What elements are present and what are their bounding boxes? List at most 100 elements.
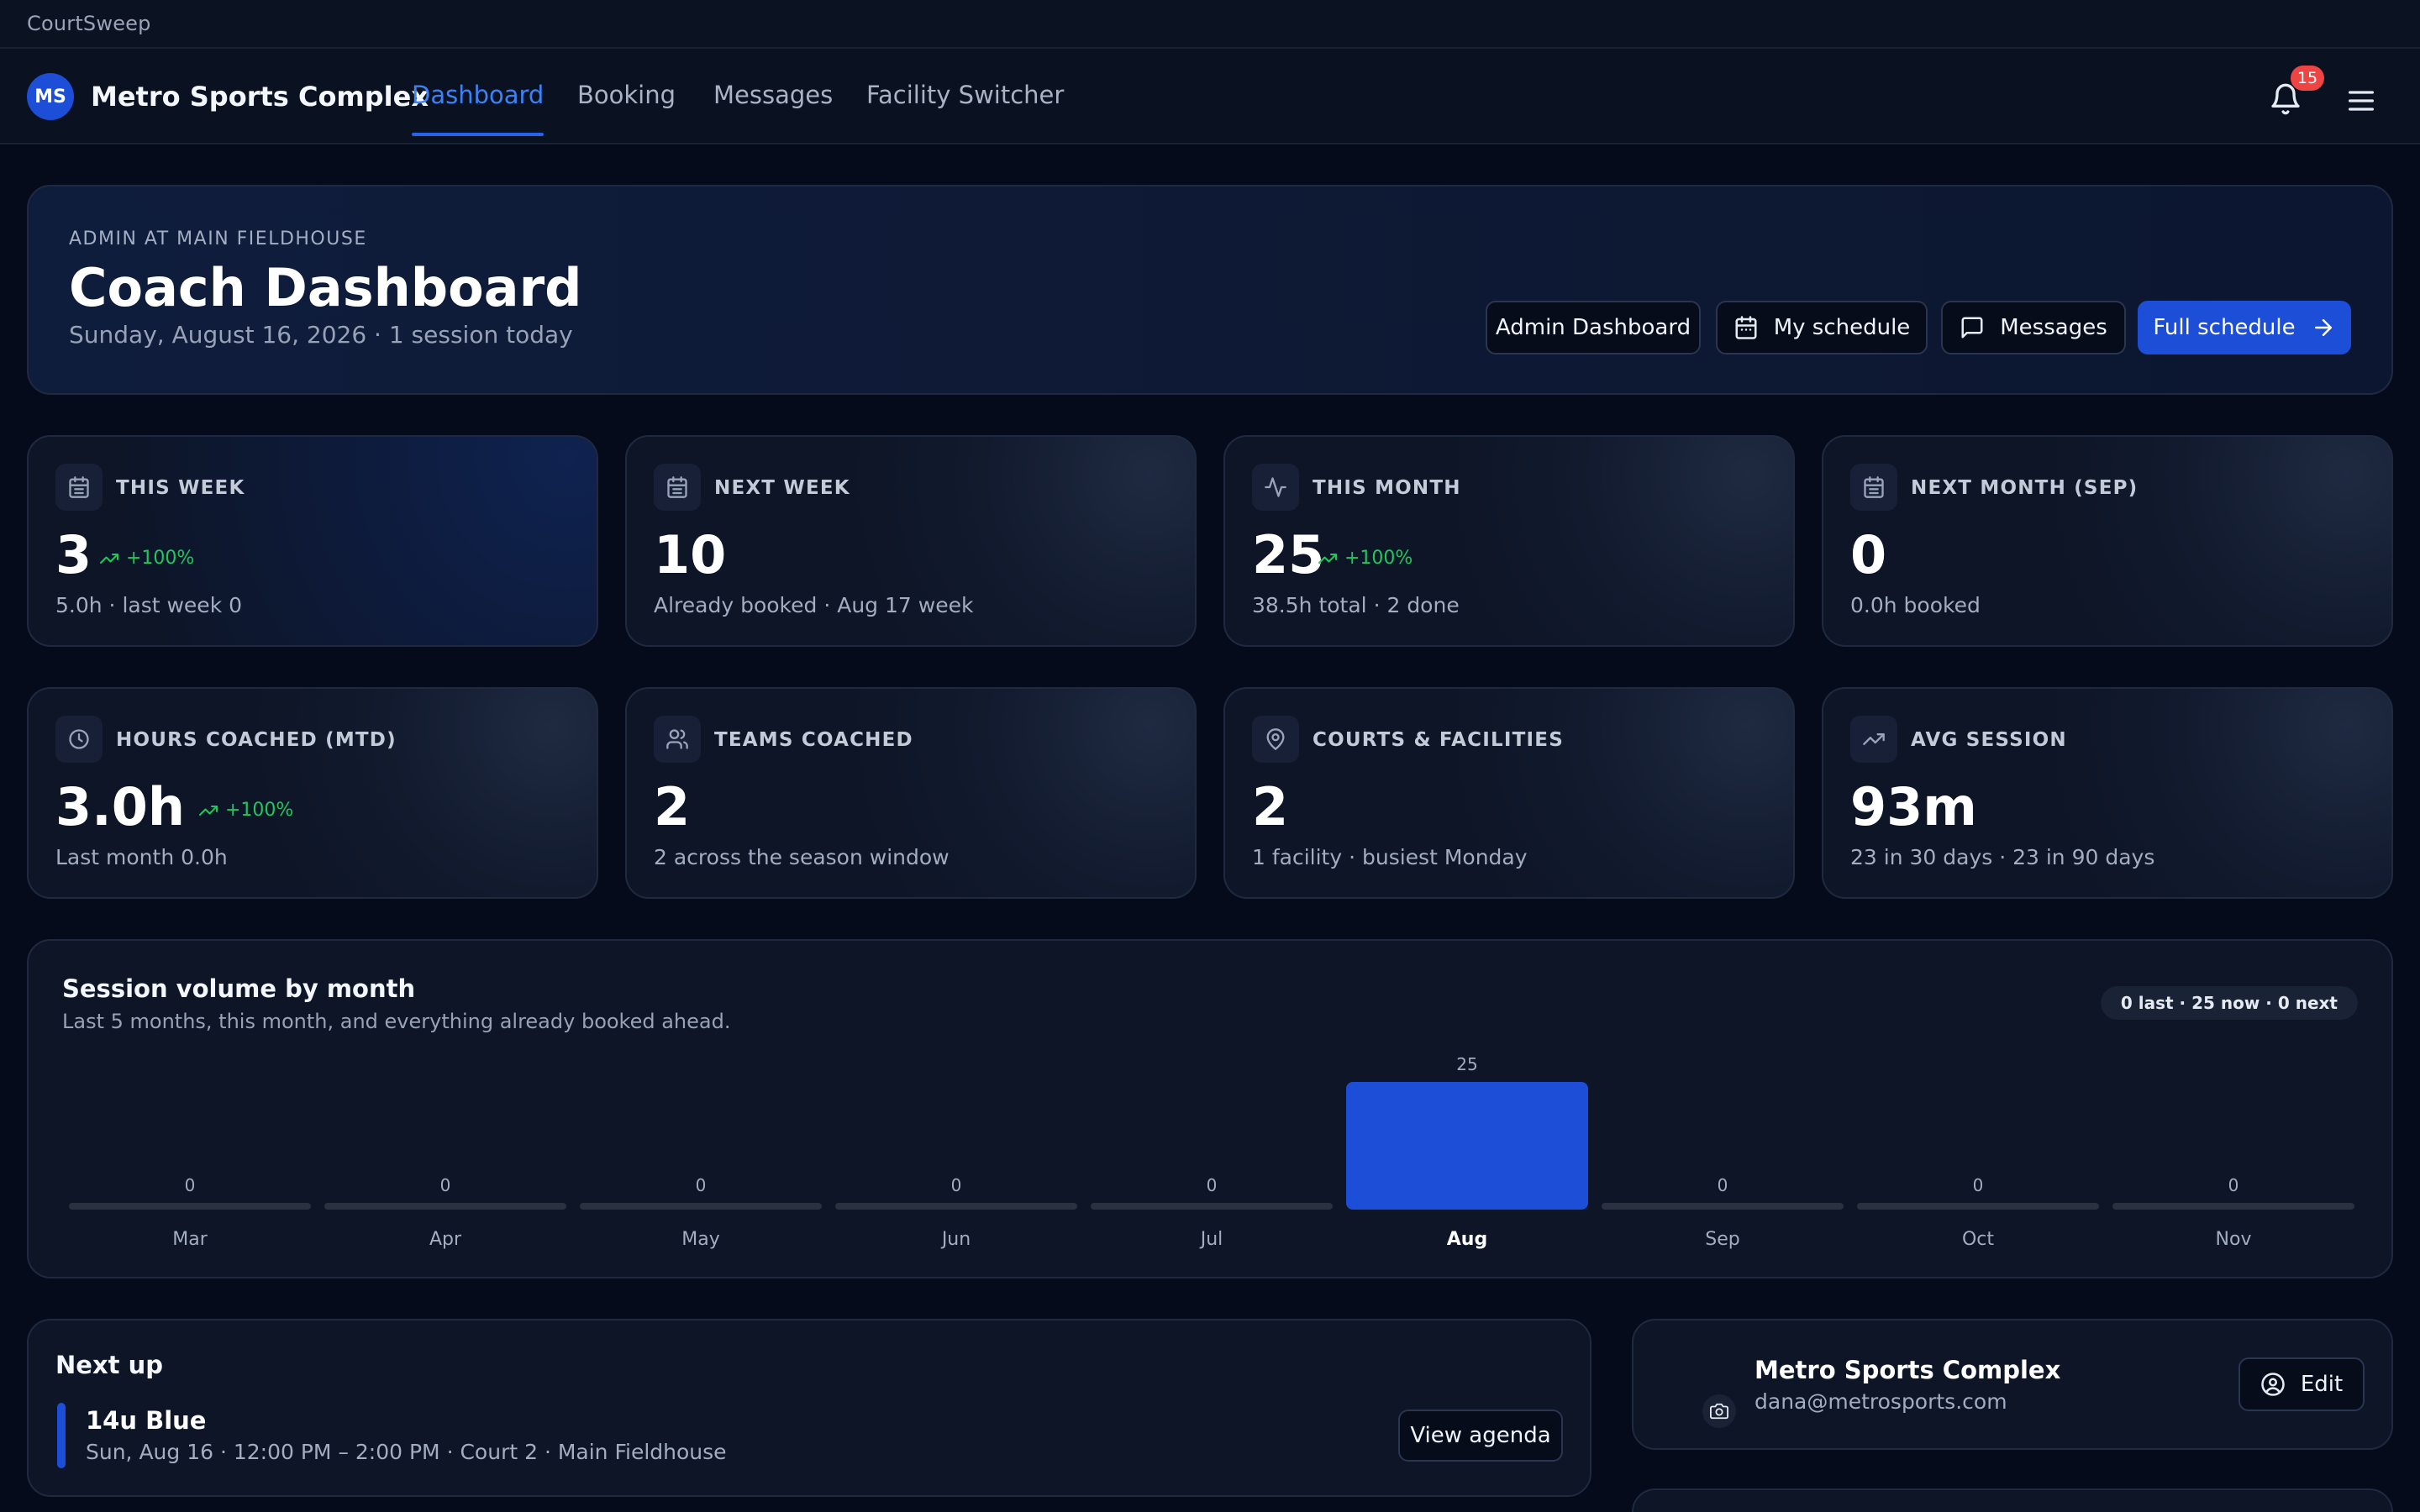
profile-email: dana@metrosports.com (1754, 1389, 2007, 1414)
stat-value: 2 (1252, 776, 1289, 837)
x-tick-label: May (681, 1229, 719, 1250)
view-agenda-label: View agenda (1410, 1423, 1551, 1448)
stat-card-next-week: NEXT WEEK 10 Already booked · Aug 17 wee… (625, 435, 1197, 647)
stat-label: AVG SESSION (1911, 729, 2067, 751)
role-eyebrow: ADMIN AT MAIN FIELDHOUSE (69, 228, 367, 249)
notification-badge: 15 (2291, 66, 2324, 91)
top-nav: MS Metro Sports Complex Dashboard Bookin… (0, 49, 2420, 144)
calendar-icon (1850, 464, 1897, 511)
bar-value-label: 0 (1207, 1175, 1218, 1195)
avatar[interactable]: MS (27, 73, 74, 120)
stat-delta-text: +100% (126, 548, 195, 569)
bar-jun (835, 1203, 1077, 1210)
chart-subtitle: Last 5 months, this month, and everythin… (62, 1010, 731, 1033)
session-color-stripe (57, 1403, 66, 1468)
calendar-icon (1733, 315, 1759, 340)
chart-summary-pill: 0 last · 25 now · 0 next (2100, 986, 2358, 1020)
bar-value-label: 0 (1718, 1175, 1728, 1195)
tab-booking[interactable]: Booking (577, 81, 676, 109)
app-title-bar: CourtSweep (0, 0, 2420, 49)
stat-value: 93m (1850, 776, 1977, 837)
x-tick-label: Nov (2216, 1229, 2252, 1250)
tab-dashboard[interactable]: Dashboard (412, 81, 544, 144)
stat-value: 25 (1252, 524, 1325, 585)
profile-name: Metro Sports Complex (1754, 1356, 2061, 1384)
activity-icon (1252, 464, 1299, 511)
messages-button[interactable]: Messages (1941, 301, 2126, 354)
bar-oct (1857, 1203, 2099, 1210)
calendar-icon (55, 464, 103, 511)
x-tick-label: Aug (1447, 1229, 1487, 1250)
stat-card-teams-coached: TEAMS COACHED 2 2 across the season wind… (625, 687, 1197, 899)
stat-note: Already booked · Aug 17 week (654, 593, 974, 617)
bar-sep (1602, 1203, 1844, 1210)
x-tick-label: Apr (429, 1229, 462, 1250)
stat-note: Last month 0.0h (55, 845, 228, 869)
stat-card-next-month: NEXT MONTH (SEP) 0 0.0h booked (1822, 435, 2393, 647)
stat-note: 5.0h · last week 0 (55, 593, 243, 617)
trending-up-icon (198, 801, 218, 821)
admin-dashboard-label: Admin Dashboard (1495, 315, 1691, 340)
next-up-card: Next up 14u Blue Sun, Aug 16 · 12:00 PM … (27, 1319, 1591, 1497)
bar-value-label: 0 (185, 1175, 196, 1195)
my-schedule-button[interactable]: My schedule (1716, 301, 1928, 354)
trending-up-icon (99, 549, 119, 569)
stat-value: 10 (654, 524, 727, 585)
stat-value: 2 (654, 776, 691, 837)
next-up-title: Next up (55, 1351, 164, 1379)
arrow-right-icon (2311, 315, 2336, 340)
user-circle-icon (2260, 1372, 2286, 1397)
stat-note: 0.0h booked (1850, 593, 1981, 617)
stat-card-this-week: THIS WEEK 3 +100% 5.0h · last week 0 (27, 435, 598, 647)
stat-card-hours-coached: HOURS COACHED (MTD) 3.0h +100% Last mont… (27, 687, 598, 899)
stat-label: HOURS COACHED (MTD) (116, 729, 397, 751)
stat-note: 1 facility · busiest Monday (1252, 845, 1528, 869)
chart-title: Session volume by month (62, 974, 416, 1003)
edit-profile-button[interactable]: Edit (2238, 1357, 2365, 1411)
x-tick-label: Oct (1962, 1229, 1994, 1250)
bar-value-label: 0 (440, 1175, 451, 1195)
bar-aug (1346, 1082, 1588, 1210)
messages-label: Messages (2000, 315, 2107, 340)
stat-delta-text: +100% (225, 800, 294, 821)
trending-up-icon (1318, 549, 1338, 569)
bar-value-label: 25 (1456, 1054, 1477, 1074)
stat-delta: +100% (198, 800, 293, 821)
bar-nov (2112, 1203, 2354, 1210)
camera-icon[interactable] (1702, 1394, 1736, 1428)
next-card-partial (1632, 1488, 2393, 1512)
my-schedule-label: My schedule (1773, 315, 1911, 340)
users-icon (654, 716, 701, 763)
bar-value-label: 0 (2228, 1175, 2239, 1195)
session-volume-chart: Session volume by month Last 5 months, t… (27, 939, 2393, 1278)
bar-value-label: 0 (696, 1175, 707, 1195)
admin-dashboard-button[interactable]: Admin Dashboard (1486, 301, 1701, 354)
clock-icon (55, 716, 103, 763)
calendar-icon (654, 464, 701, 511)
message-square-icon (1960, 315, 1985, 340)
stat-delta-text: +100% (1344, 548, 1413, 569)
bell-icon[interactable] (2269, 82, 2302, 116)
stat-note: 38.5h total · 2 done (1252, 593, 1460, 617)
hamburger-menu-icon[interactable] (2344, 84, 2378, 118)
bar-mar (69, 1203, 311, 1210)
tab-facility-switcher[interactable]: Facility Switcher (866, 81, 1065, 109)
bar-jul (1091, 1203, 1333, 1210)
full-schedule-label: Full schedule (2153, 315, 2296, 340)
view-agenda-button[interactable]: View agenda (1398, 1410, 1563, 1462)
bar-apr (324, 1203, 566, 1210)
stat-card-this-month: THIS MONTH 25 +100% 38.5h total · 2 done (1223, 435, 1795, 647)
stat-value: 3 (55, 524, 92, 585)
org-name: Metro Sports Complex (91, 81, 429, 113)
bar-value-label: 0 (951, 1175, 962, 1195)
x-tick-label: Jun (940, 1229, 971, 1250)
full-schedule-button[interactable]: Full schedule (2138, 301, 2351, 354)
x-tick-label: Sep (1705, 1229, 1739, 1250)
tab-messages[interactable]: Messages (713, 81, 834, 109)
stat-note: 23 in 30 days · 23 in 90 days (1850, 845, 2155, 869)
edit-label: Edit (2300, 1372, 2344, 1397)
stat-label: THIS WEEK (116, 477, 245, 499)
facility-profile-card: Metro Sports Complex dana@metrosports.co… (1632, 1319, 2393, 1450)
stat-label: TEAMS COACHED (714, 729, 913, 751)
x-tick-label: Mar (172, 1229, 208, 1250)
